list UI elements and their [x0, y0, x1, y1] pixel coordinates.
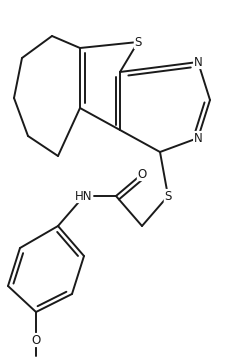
Text: S: S — [164, 189, 172, 203]
Text: N: N — [194, 131, 202, 145]
Text: O: O — [138, 168, 146, 180]
Text: HN: HN — [75, 189, 93, 203]
Text: O: O — [32, 334, 41, 347]
Text: N: N — [194, 55, 202, 68]
Text: S: S — [134, 35, 142, 48]
